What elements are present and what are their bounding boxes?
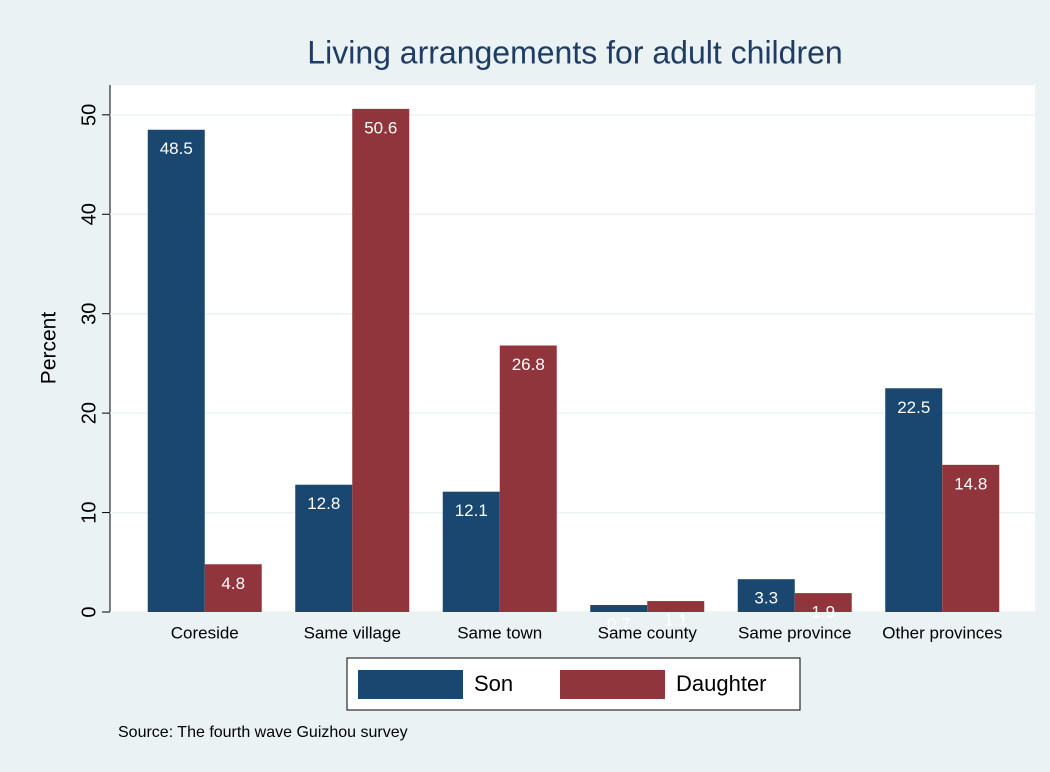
value-label: 3.3 xyxy=(754,589,778,608)
y-axis-label: Percent xyxy=(38,312,61,385)
value-label: 1.1 xyxy=(664,611,688,630)
value-label: 0.7 xyxy=(607,615,631,634)
bar xyxy=(885,388,943,612)
bar xyxy=(499,345,557,612)
bar xyxy=(590,605,648,612)
bar xyxy=(794,593,852,612)
value-label: 50.6 xyxy=(364,118,397,137)
legend-label: Daughter xyxy=(676,671,767,696)
source-note: Source: The fourth wave Guizhou survey xyxy=(118,724,408,741)
value-label: 26.8 xyxy=(512,355,545,374)
bar xyxy=(204,564,262,612)
value-label: 12.8 xyxy=(307,494,340,513)
y-tick-label: 40 xyxy=(78,203,100,225)
x-tick-label: Same town xyxy=(457,623,542,642)
bar xyxy=(442,491,500,612)
value-label: 1.9 xyxy=(811,603,835,622)
x-tick-label: Same province xyxy=(738,623,851,642)
x-tick-label: Same county xyxy=(598,623,698,642)
y-tick-label: 20 xyxy=(78,402,100,424)
x-tick-label: Same village xyxy=(304,623,401,642)
bar xyxy=(647,601,705,612)
y-tick-label: 30 xyxy=(78,303,100,325)
bar xyxy=(147,129,205,612)
bar xyxy=(352,108,410,613)
chart-title: Living arrangements for adult children xyxy=(307,34,842,70)
x-tick-label: Coreside xyxy=(171,623,239,642)
value-label: 22.5 xyxy=(897,398,930,417)
y-tick-label: 0 xyxy=(78,606,100,617)
x-tick-label: Other provinces xyxy=(882,623,1002,642)
legend-swatch xyxy=(358,670,463,699)
value-label: 14.8 xyxy=(954,474,987,493)
bar xyxy=(942,464,1000,612)
y-tick-label: 50 xyxy=(78,104,100,126)
legend-swatch xyxy=(560,670,665,699)
value-label: 48.5 xyxy=(160,139,193,158)
y-tick-label: 10 xyxy=(78,501,100,523)
bar xyxy=(737,579,795,612)
value-label: 12.1 xyxy=(455,501,488,520)
plot-area xyxy=(110,85,1035,612)
legend-label: Son xyxy=(474,671,513,696)
value-label: 4.8 xyxy=(221,574,245,593)
bar xyxy=(295,484,353,612)
